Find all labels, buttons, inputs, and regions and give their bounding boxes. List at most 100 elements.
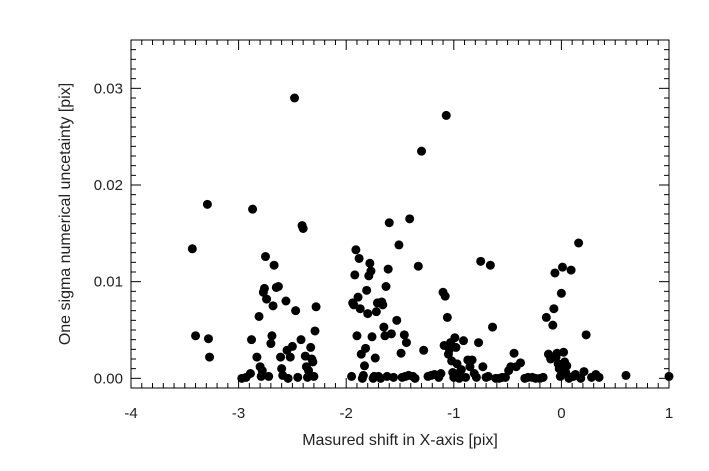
data-point [266,339,276,349]
data-point [471,372,481,382]
data-point [549,304,559,314]
data-point [371,307,381,317]
data-point [399,330,409,340]
data-point [347,371,357,381]
data-point [417,146,427,156]
data-point [367,332,377,342]
y-tick-label: 0.03 [94,80,123,97]
data-point [281,296,291,306]
data-point [419,345,429,355]
data-point [476,256,486,266]
data-point [203,334,213,344]
data-point [273,282,283,291]
data-point [351,245,361,255]
data-points [187,93,674,383]
data-point [306,342,316,352]
data-point [276,352,286,362]
tick-labels: -4 -3 -2 -1 0 1 0.00 0.01 0.02 0.03 [94,80,673,422]
data-point [362,285,372,295]
data-point [205,352,215,362]
y-tick-label: 0.01 [94,274,123,291]
data-point [413,261,423,271]
data-point [363,309,373,319]
data-point [381,282,391,291]
data-point [379,322,389,332]
data-point [488,322,498,332]
data-point [358,370,368,380]
data-point [378,300,388,310]
data-point [309,371,319,381]
x-axis-label: Masured shift in X-axis [pix] [302,432,498,449]
data-point [352,331,362,341]
data-point [298,224,308,233]
data-point [557,262,567,272]
data-point [310,326,320,336]
data-point [541,312,551,322]
data-point [559,347,569,357]
data-point [410,373,420,383]
data-point [259,283,269,293]
data-point [353,292,363,302]
data-point [467,355,477,365]
data-point [450,333,460,343]
data-point [287,341,297,351]
data-point [386,329,396,339]
data-point [461,372,471,382]
data-point [538,372,548,382]
data-point [245,369,255,378]
data-point [396,348,406,358]
data-point [283,373,293,383]
data-point [576,373,586,383]
data-point [441,110,451,120]
data-point [621,370,631,380]
data-point [257,366,267,376]
data-point [500,372,510,382]
x-tick-label: -3 [232,405,245,422]
data-point [562,361,572,371]
x-tick-label: 1 [665,405,673,422]
y-tick-label: 0.00 [94,370,123,387]
data-point [474,338,484,348]
data-point [465,362,475,372]
data-point [366,266,376,276]
data-point [262,294,272,304]
data-point [550,268,560,278]
data-point [293,372,303,382]
data-point [451,342,461,352]
data-point [392,315,402,325]
data-point [247,335,257,345]
x-tick-label: -4 [124,405,137,422]
data-point [442,312,452,322]
data-point [202,199,212,209]
data-point [574,238,584,248]
data-point [264,371,274,381]
data-point [261,252,270,262]
y-tick-label: 0.02 [94,177,123,194]
tick-marks [130,39,670,388]
data-point [267,331,277,341]
data-point [456,365,466,375]
data-point [516,358,526,368]
data-point [308,357,318,367]
data-point [556,288,566,298]
data-point [401,338,411,348]
y-axis-label: One sigma numerical uncetainty [pix] [57,83,74,345]
data-point [581,330,591,340]
data-point [361,343,371,353]
data-point [355,304,365,314]
data-point [291,306,301,316]
data-point [383,264,393,274]
data-point [296,335,306,345]
data-point [370,353,380,363]
x-tick-label: 0 [557,405,565,422]
data-point [594,372,604,382]
data-point [359,361,369,371]
data-point [389,372,399,382]
x-tick-label: -1 [447,405,460,422]
data-point [277,364,287,374]
data-point [304,366,314,376]
data-point [394,240,404,250]
data-point [350,270,360,280]
data-point [405,214,415,224]
